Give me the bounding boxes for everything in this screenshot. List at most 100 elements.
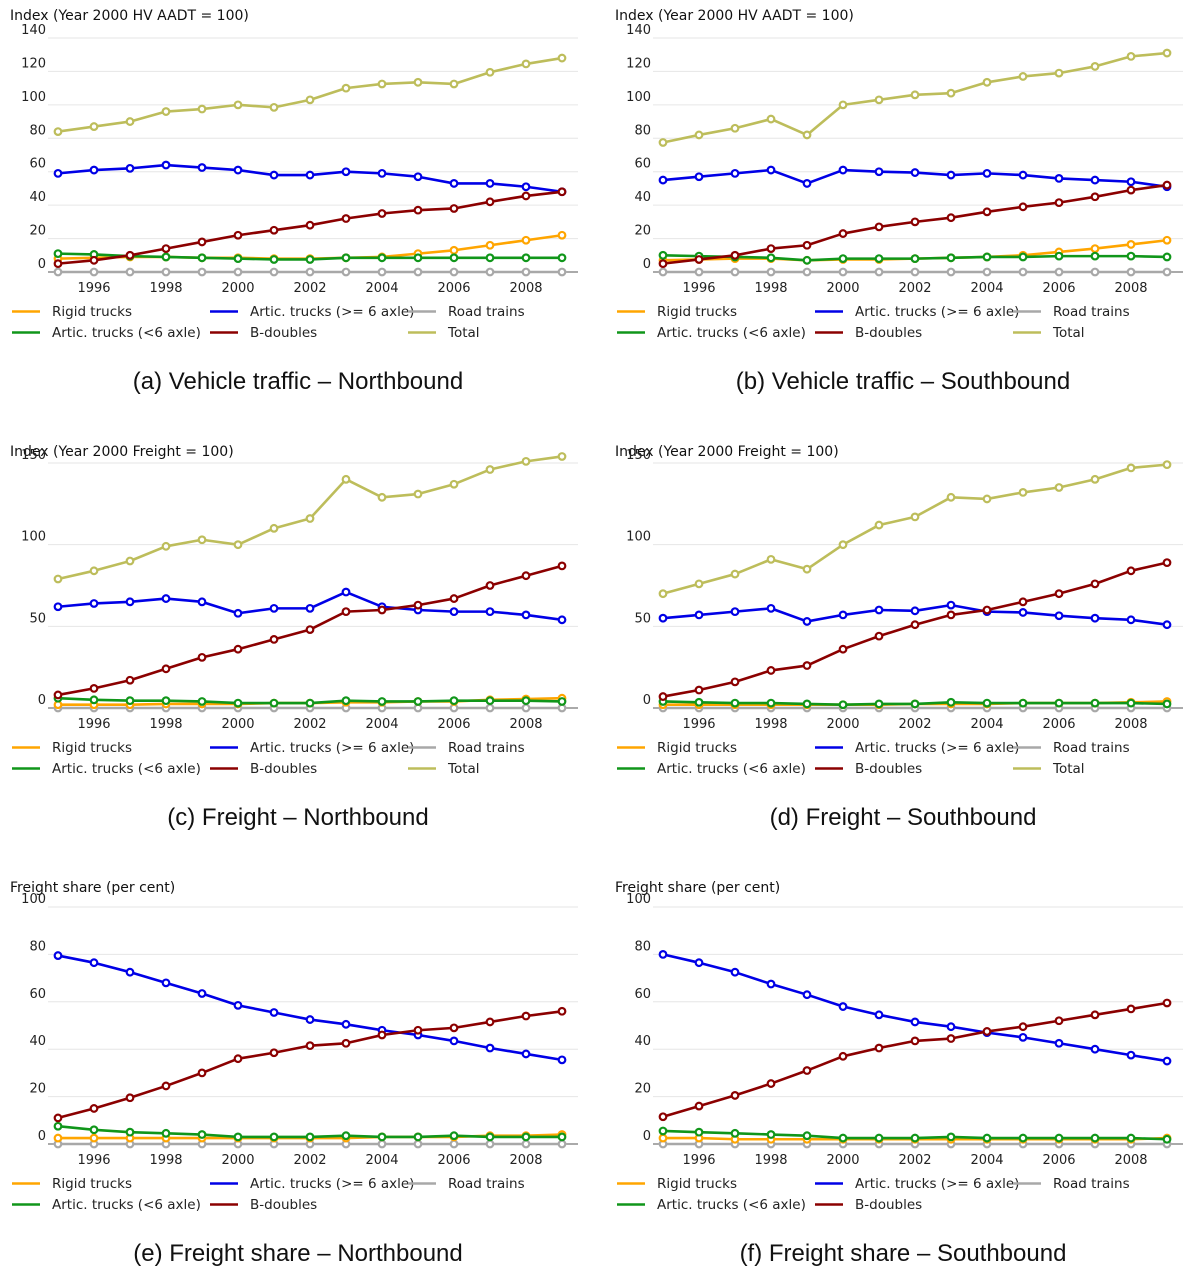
- y-axis-label: Freight share (per cent): [615, 880, 780, 896]
- data-point-bdoubles: [1018, 597, 1028, 607]
- y-tick-label: 140: [626, 23, 651, 38]
- data-point-artic_lt6: [305, 255, 315, 264]
- data-point-artic_lt6: [161, 1128, 171, 1138]
- chart-caption: (c) Freight – Northbound: [167, 804, 428, 831]
- data-point-artic_ge6: [1090, 1044, 1100, 1054]
- data-point-total: [89, 566, 99, 576]
- series-bdoubles: [53, 1006, 567, 1123]
- data-point-bdoubles: [946, 610, 956, 620]
- data-point-artic_lt6: [910, 1133, 920, 1143]
- data-point-roadtrains: [485, 267, 495, 277]
- data-point-artic_lt6: [658, 250, 668, 260]
- y-tick-label: 120: [626, 56, 651, 71]
- data-point-artic_lt6: [910, 699, 920, 709]
- data-point-roadtrains: [449, 1139, 459, 1149]
- data-point-bdoubles: [802, 1066, 812, 1075]
- legend-label: B-doubles: [855, 325, 922, 341]
- data-point-roadtrains: [1090, 267, 1100, 277]
- legend-label: Artic. trucks (>= 6 axle): [250, 740, 414, 756]
- data-point-total: [377, 79, 387, 89]
- data-point-rigid: [1090, 244, 1100, 254]
- data-point-bdoubles: [413, 205, 423, 215]
- data-point-roadtrains: [694, 267, 704, 277]
- chart-caption: (f) Freight share – Southbound: [740, 1240, 1067, 1267]
- data-point-artic_ge6: [946, 1022, 956, 1032]
- data-point-total: [53, 127, 63, 137]
- chart-panel-f: Freight share (per cent) 0 20 40 60 80 100 1996…: [615, 880, 1183, 1267]
- data-point-artic_ge6: [485, 179, 495, 188]
- x-tick-label: 2004: [365, 1153, 398, 1168]
- data-point-bdoubles: [658, 259, 668, 269]
- data-point-total: [946, 492, 956, 502]
- data-point-total: [1054, 68, 1064, 78]
- data-point-roadtrains: [557, 267, 567, 277]
- data-point-artic_ge6: [197, 163, 207, 172]
- legend-label: Road trains: [1053, 304, 1130, 320]
- y-tick-label: 100: [626, 90, 651, 105]
- series-artic_ge6: [658, 165, 1172, 192]
- x-tick-label: 1996: [77, 281, 110, 296]
- series-artic_lt6: [53, 693, 567, 708]
- data-point-artic_lt6: [485, 1132, 495, 1142]
- data-point-artic_ge6: [802, 990, 812, 1000]
- data-point-artic_lt6: [946, 1132, 956, 1142]
- chart-panel-c: Index (Year 2000 Freight = 100) 0 50 100 150…: [10, 444, 578, 831]
- data-point-artic_lt6: [377, 253, 387, 263]
- data-point-roadtrains: [557, 1139, 567, 1149]
- data-point-rigid: [485, 240, 495, 250]
- y-axis-label: Index (Year 2000 HV AADT = 100): [10, 8, 249, 24]
- data-point-artic_ge6: [557, 615, 567, 625]
- data-point-artic_lt6: [1162, 252, 1172, 262]
- data-point-artic_ge6: [658, 175, 668, 185]
- data-point-bdoubles: [694, 255, 704, 264]
- chart-caption: (b) Vehicle traffic – Southbound: [736, 368, 1070, 395]
- data-point-bdoubles: [982, 605, 992, 615]
- data-point-bdoubles: [1090, 192, 1100, 202]
- data-point-bdoubles: [730, 250, 740, 260]
- data-point-total: [946, 88, 956, 98]
- data-point-total: [802, 130, 812, 140]
- data-point-artic_lt6: [982, 698, 992, 708]
- data-point-total: [449, 79, 459, 89]
- data-point-artic_ge6: [874, 167, 884, 177]
- data-point-roadtrains: [89, 267, 99, 277]
- data-point-bdoubles: [802, 240, 812, 250]
- series-total: [53, 452, 567, 584]
- data-point-bdoubles: [233, 1054, 243, 1064]
- data-point-roadtrains: [946, 267, 956, 277]
- x-tick-label: 1996: [682, 717, 715, 732]
- data-point-bdoubles: [449, 204, 459, 213]
- data-point-artic_lt6: [730, 698, 740, 708]
- x-tick-label: 2008: [509, 1153, 542, 1168]
- data-point-artic_lt6: [89, 1125, 99, 1135]
- data-point-total: [694, 579, 704, 589]
- legend-label: Road trains: [448, 1176, 525, 1192]
- data-point-artic_ge6: [89, 165, 99, 175]
- legend-label: Rigid trucks: [657, 304, 737, 320]
- data-point-bdoubles: [449, 594, 459, 603]
- legend-item-artic_lt6: Artic. trucks (<6 axle): [617, 761, 806, 777]
- data-point-artic_ge6: [1126, 615, 1136, 625]
- x-tick-label: 2000: [221, 1153, 254, 1168]
- data-point-artic_lt6: [161, 252, 171, 262]
- data-point-artic_ge6: [413, 172, 423, 182]
- legend-item-total: Total: [408, 761, 480, 777]
- data-point-artic_ge6: [197, 989, 207, 998]
- y-tick-label: 0: [38, 1129, 46, 1144]
- y-tick-label: 50: [29, 611, 46, 626]
- legend-label: Total: [447, 761, 480, 777]
- data-point-artic_lt6: [1090, 1133, 1100, 1143]
- x-tick-label: 2002: [293, 717, 326, 732]
- data-point-artic_ge6: [521, 1049, 531, 1059]
- data-point-roadtrains: [910, 267, 920, 277]
- data-point-rigid: [89, 1133, 99, 1143]
- data-point-artic_ge6: [341, 167, 351, 177]
- x-tick-label: 2000: [221, 717, 254, 732]
- data-point-artic_ge6: [449, 1036, 459, 1046]
- data-point-bdoubles: [1054, 1016, 1064, 1026]
- data-point-roadtrains: [485, 1139, 495, 1149]
- data-point-bdoubles: [197, 652, 207, 662]
- data-point-total: [197, 104, 207, 114]
- data-point-roadtrains: [305, 267, 315, 277]
- series-bdoubles: [658, 180, 1172, 269]
